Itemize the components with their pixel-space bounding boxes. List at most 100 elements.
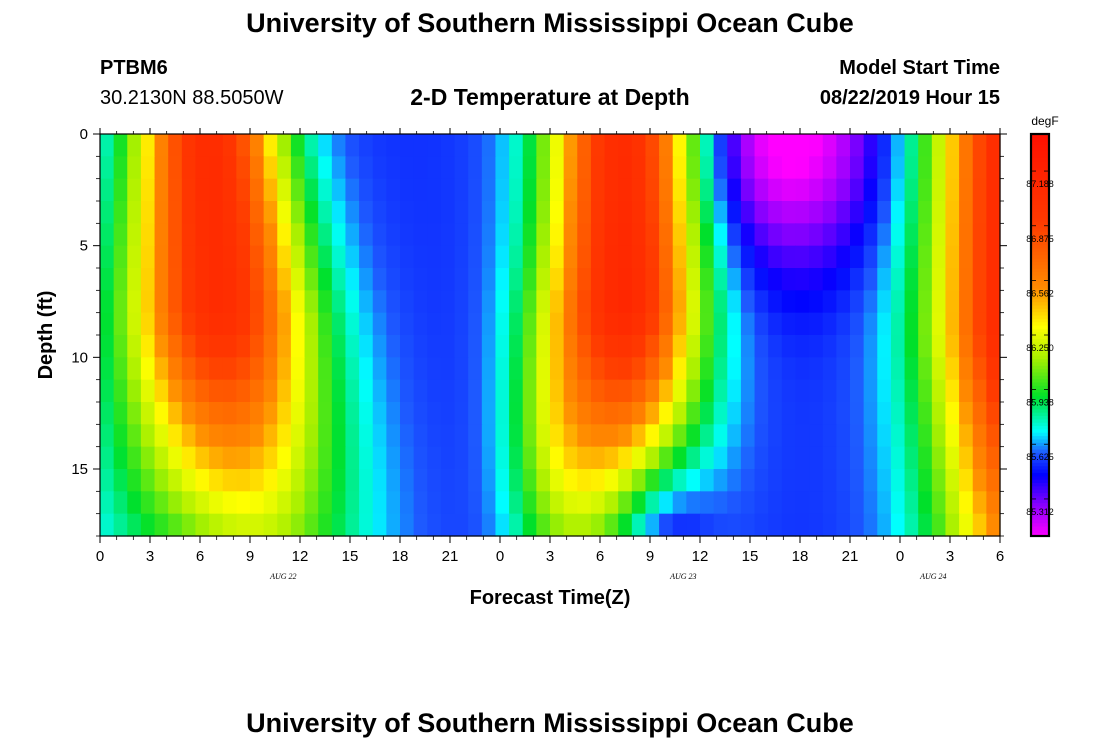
heatmap-cell [195, 201, 210, 224]
heatmap-cell [359, 290, 374, 314]
colorbar-segment [1031, 278, 1049, 282]
heatmap-cell [468, 379, 483, 403]
y-tick-label: 0 [80, 126, 88, 143]
heatmap-cell [809, 178, 824, 202]
heatmap-cell [209, 402, 224, 425]
heatmap-cell [550, 513, 565, 537]
station-id: PTBM6 [100, 57, 168, 79]
heatmap-cell [386, 312, 401, 336]
colorbar-segment [1031, 298, 1049, 303]
heatmap-cell [577, 379, 592, 403]
heatmap-cell [618, 357, 633, 381]
heatmap-cell [822, 446, 837, 470]
heatmap-cell [100, 491, 115, 515]
heatmap-cell [986, 268, 1001, 291]
heatmap-cell [290, 290, 306, 314]
heatmap-cell [468, 491, 483, 515]
heatmap-cell [931, 290, 947, 314]
heatmap-cell [972, 223, 987, 247]
heatmap-cell [604, 268, 619, 291]
heatmap-cell [181, 446, 197, 470]
heatmap-cell [222, 312, 237, 336]
heatmap-cell [877, 379, 892, 403]
colorbar-segment [1031, 328, 1049, 333]
heatmap-cell [550, 379, 565, 403]
heatmap-cell [577, 446, 592, 470]
heatmap-cell [618, 446, 633, 470]
heatmap-cell [904, 379, 919, 403]
heatmap-cell [481, 268, 497, 291]
heatmap-cell [454, 312, 469, 336]
heatmap-cell [563, 223, 578, 247]
chart-title: 2-D Temperature at Depth [410, 84, 690, 110]
heatmap-cell [904, 290, 919, 314]
heatmap-cell [113, 446, 128, 470]
heatmap-cell [577, 268, 592, 291]
heatmap-cell [945, 469, 960, 492]
heatmap-cell [727, 469, 742, 492]
heatmap-cell [100, 446, 115, 470]
heatmap-cell [263, 379, 278, 403]
heatmap-cell [686, 268, 701, 291]
heatmap-cell [959, 156, 974, 180]
heatmap-cell [250, 245, 265, 269]
heatmap-cell [590, 201, 606, 224]
heatmap-cell [168, 513, 183, 537]
heatmap-cell [740, 379, 756, 403]
heatmap-cell [250, 335, 265, 358]
heatmap-cell [877, 469, 892, 492]
heatmap-cell [222, 491, 237, 515]
heatmap-cell [522, 424, 537, 448]
heatmap-cell [209, 223, 224, 247]
heatmap-cell [154, 402, 169, 425]
footer-title: University of Southern Mississippi Ocean… [246, 708, 854, 738]
heatmap-cell [727, 201, 742, 224]
heatmap-cell [440, 268, 456, 291]
heatmap-cell [222, 379, 237, 403]
heatmap-cell [740, 201, 756, 224]
heatmap-cell [290, 335, 306, 358]
heatmap-cell [713, 357, 728, 381]
heatmap-cell [318, 312, 333, 336]
heatmap-cell [140, 268, 156, 291]
heatmap-cell [959, 178, 974, 202]
heatmap-cell [809, 223, 824, 247]
heatmap-cell [509, 469, 524, 492]
heatmap-cell [195, 402, 210, 425]
heatmap-cell [672, 446, 687, 470]
heatmap-cell [713, 513, 728, 537]
heatmap-cell [140, 357, 156, 381]
heatmap-cell [727, 290, 742, 314]
heatmap-cell [304, 312, 319, 336]
heatmap-cell [440, 469, 456, 492]
heatmap-cell [318, 134, 333, 157]
heatmap-cell [809, 156, 824, 180]
heatmap-cell [127, 178, 142, 202]
heatmap-cell [904, 134, 919, 157]
heatmap-cell [481, 223, 497, 247]
heatmap-cell [890, 290, 906, 314]
heatmap-cell [113, 513, 128, 537]
heatmap-cell [154, 446, 169, 470]
heatmap-cell [154, 491, 169, 515]
heatmap-cell [140, 156, 156, 180]
colorbar-segment [1031, 224, 1049, 229]
colorbar-segment [1031, 455, 1049, 460]
heatmap-cell [345, 357, 360, 381]
heatmap-cell [263, 424, 278, 448]
heatmap-cell [413, 424, 428, 448]
heatmap-cell [645, 446, 660, 470]
heatmap-cell [850, 424, 865, 448]
heatmap-cell [168, 312, 183, 336]
heatmap-cell [904, 178, 919, 202]
heatmap-cell [863, 491, 878, 515]
colorbar-segment [1031, 261, 1049, 266]
heatmap-cell [509, 379, 524, 403]
heatmap-cell [100, 245, 115, 269]
heatmap-cell [386, 178, 401, 202]
heatmap-cell [959, 424, 974, 448]
heatmap-cell [304, 156, 319, 180]
heatmap-cell [931, 156, 947, 180]
heatmap-cell [590, 491, 606, 515]
heatmap-cell [931, 424, 947, 448]
